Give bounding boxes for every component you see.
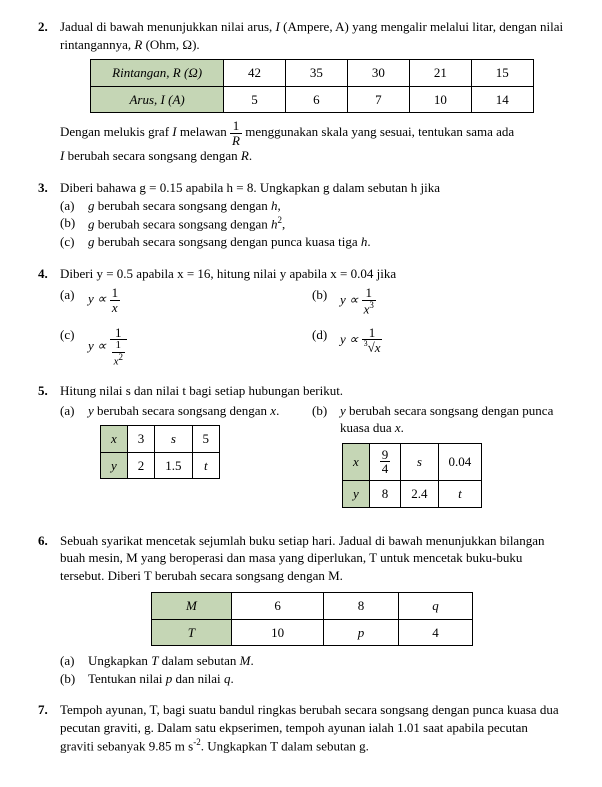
q6-text: Sebuah syarikat mencetak sejumlah buku s… bbox=[60, 532, 564, 585]
q3-b: (b)g berubah secara songsang dengan h2, bbox=[60, 214, 564, 233]
q7-number: 7. bbox=[38, 701, 60, 755]
q6-a-lbl: (a) bbox=[60, 652, 88, 670]
q6-table: M68q T10p4 bbox=[151, 592, 474, 646]
q3-b-lbl: (b) bbox=[60, 214, 88, 233]
question-3: 3. Diberi bahawa g = 0.15 apabila h = 8.… bbox=[38, 179, 564, 251]
q4-text: Diberi y = 0.5 apabila x = 16, hitung ni… bbox=[60, 265, 564, 283]
q2-r1c4: 15 bbox=[471, 60, 533, 87]
q3-c: (c)g berubah secara songsang dengan punc… bbox=[60, 233, 564, 251]
q6-b-lbl: (b) bbox=[60, 670, 88, 688]
q2-t2d: berubah secara songsang dengan bbox=[64, 148, 241, 163]
q2-r1c1: 35 bbox=[285, 60, 347, 87]
q2-r2c4: 14 bbox=[471, 86, 533, 113]
q5-a-table: x3s5 y21.5t bbox=[100, 425, 220, 479]
q5-body: Hitung nilai s dan nilai t bagi setiap h… bbox=[60, 382, 564, 513]
q5-text: Hitung nilai s dan nilai t bagi setiap h… bbox=[60, 382, 564, 400]
q2-r2c1: 6 bbox=[285, 86, 347, 113]
q3-text: Diberi bahawa g = 0.15 apabila h = 8. Un… bbox=[60, 179, 564, 197]
q2-number: 2. bbox=[38, 18, 60, 165]
q2-r1h: Rintangan, R (Ω) bbox=[91, 60, 224, 87]
q4-d: (d) y ∝ 13√x bbox=[312, 326, 564, 368]
q2-table: Rintangan, R (Ω) 42 35 30 21 15 Arus, I … bbox=[90, 59, 534, 113]
q2-t2a: Dengan melukis graf bbox=[60, 124, 172, 139]
q2-body: Jadual di bawah menunjukkan nilai arus, … bbox=[60, 18, 564, 165]
q2-line1: Jadual di bawah menunjukkan nilai arus, … bbox=[60, 18, 564, 53]
q3-body: Diberi bahawa g = 0.15 apabila h = 8. Un… bbox=[60, 179, 564, 251]
question-5: 5. Hitung nilai s dan nilai t bagi setia… bbox=[38, 382, 564, 513]
q5-b: (b)y berubah secara songsang dengan punc… bbox=[312, 402, 564, 514]
q4-a: (a) y ∝ 1x bbox=[60, 286, 312, 316]
q2-t2e: . bbox=[249, 148, 252, 163]
q2-t1c: (Ohm, Ω). bbox=[142, 37, 199, 52]
q4-c: (c) y ∝ 11x2 bbox=[60, 326, 312, 368]
q4-body: Diberi y = 0.5 apabila x = 16, hitung ni… bbox=[60, 265, 564, 369]
q2-t1a: Jadual di bawah menunjukkan nilai arus, bbox=[60, 19, 276, 34]
q3-c-lbl: (c) bbox=[60, 233, 88, 251]
q6-body: Sebuah syarikat mencetak sejumlah buku s… bbox=[60, 532, 564, 688]
q4-d-lbl: (d) bbox=[312, 326, 340, 368]
q2-r2h: Arus, I (A) bbox=[91, 86, 224, 113]
q3-a-lbl: (a) bbox=[60, 197, 88, 215]
question-6: 6. Sebuah syarikat mencetak sejumlah buk… bbox=[38, 532, 564, 688]
q2-r1c2: 30 bbox=[347, 60, 409, 87]
question-7: 7. Tempoh ayunan, T, bagi suatu bandul r… bbox=[38, 701, 564, 755]
q2-r2c2: 7 bbox=[347, 86, 409, 113]
q5-b-lbl: (b) bbox=[312, 402, 340, 437]
q7-sup: -2 bbox=[193, 737, 201, 747]
q2-r1c3: 21 bbox=[409, 60, 471, 87]
q2-line2: Dengan melukis graf I melawan 1R menggun… bbox=[60, 119, 564, 165]
q5-a: (a)y berubah secara songsang dengan x. x… bbox=[60, 402, 312, 514]
q4-b: (b) y ∝ 1x3 bbox=[312, 286, 564, 316]
q2-r2c3: 10 bbox=[409, 86, 471, 113]
q5-a-lbl: (a) bbox=[60, 402, 88, 420]
q4-a-lbl: (a) bbox=[60, 286, 88, 316]
q3-number: 3. bbox=[38, 179, 60, 251]
question-2: 2. Jadual di bawah menunjukkan nilai aru… bbox=[38, 18, 564, 165]
q6-a: (a)Ungkapkan T dalam sebutan M. bbox=[60, 652, 564, 670]
q5-b-table: x94s0.04 y82.4t bbox=[342, 443, 482, 508]
q6-number: 6. bbox=[38, 532, 60, 688]
q4-c-lbl: (c) bbox=[60, 326, 88, 368]
q3-a: (a)g berubah secara songsang dengan h, bbox=[60, 197, 564, 215]
q2-t2b: melawan bbox=[177, 124, 230, 139]
q7-tb: . Ungkapkan T dalam sebutan g. bbox=[201, 739, 369, 754]
q2-frac: 1R bbox=[230, 119, 242, 147]
q4-number: 4. bbox=[38, 265, 60, 369]
q7-body: Tempoh ayunan, T, bagi suatu bandul ring… bbox=[60, 701, 564, 755]
q4-b-lbl: (b) bbox=[312, 286, 340, 316]
q5-number: 5. bbox=[38, 382, 60, 513]
q2-R2: R bbox=[241, 148, 249, 163]
q2-r2c0: 5 bbox=[223, 86, 285, 113]
q6-b: (b)Tentukan nilai p dan nilai q. bbox=[60, 670, 564, 688]
question-4: 4. Diberi y = 0.5 apabila x = 16, hitung… bbox=[38, 265, 564, 369]
q2-t2c: menggunakan skala yang sesuai, tentukan … bbox=[242, 124, 514, 139]
q2-r1c0: 42 bbox=[223, 60, 285, 87]
